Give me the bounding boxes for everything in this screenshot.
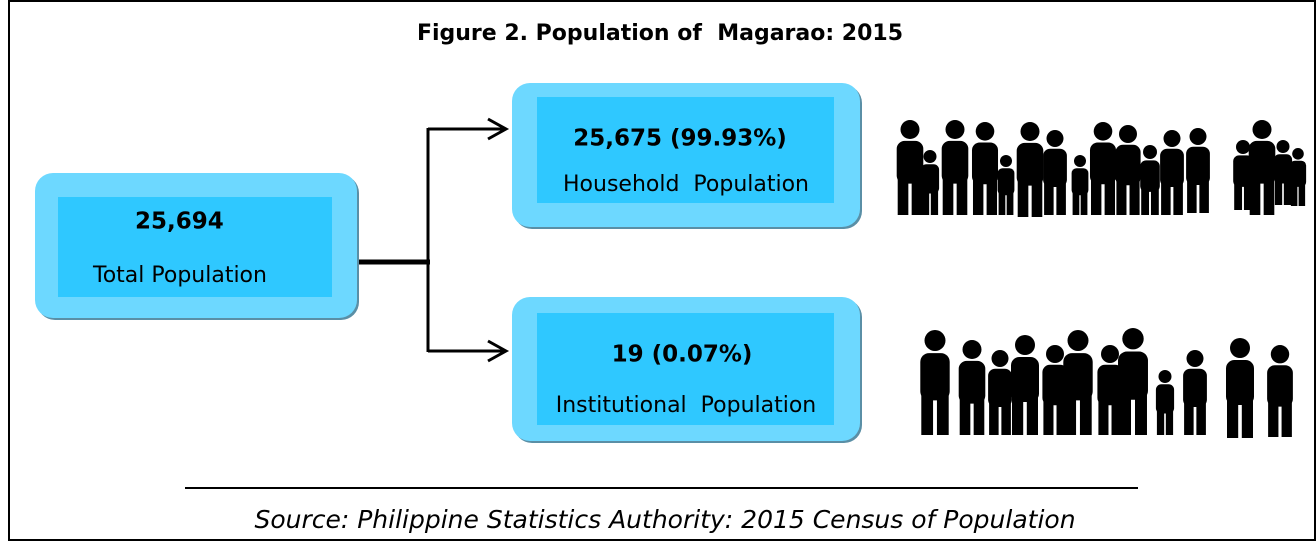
node-value: 25,675 (99.93%) [573, 126, 787, 152]
node-label: Institutional Population [556, 393, 817, 418]
node-value: 25,694 [135, 209, 224, 235]
node-value: 19 (0.07%) [612, 342, 753, 368]
figure: Figure 2. Population of Magarao: 2015 25… [0, 0, 1316, 541]
institutional-node: 19 (0.07%) Institutional Population [512, 297, 862, 443]
node-label: Household Population [563, 172, 809, 197]
node-label: Total Population [92, 263, 267, 288]
title: Figure 2. Population of Magarao: 2015 [417, 21, 903, 46]
household-node: 25,675 (99.93%) Household Population [512, 83, 862, 229]
source: Source: Philippine Statistics Authority:… [254, 505, 1075, 534]
total-node: 25,694 Total Population [35, 173, 359, 320]
